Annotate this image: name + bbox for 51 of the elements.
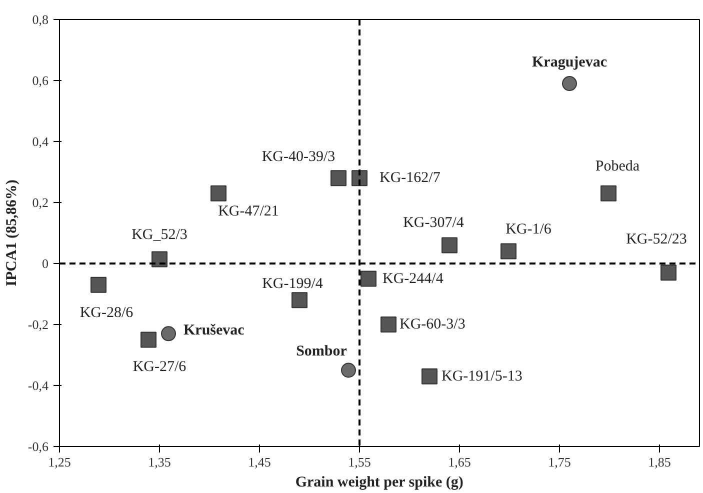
y-tick-label: 0,8: [32, 12, 48, 27]
point: [380, 316, 396, 332]
x-tick-label: 1,85: [648, 454, 671, 470]
y-tick-label: 0,6: [32, 73, 49, 88]
y-tick-label: 0: [42, 256, 48, 271]
x-axis-title: Grain weight per spike (g): [295, 474, 464, 490]
point: [210, 185, 226, 202]
annotation: KG-199/4: [262, 276, 324, 292]
annotation: Sombor: [296, 343, 348, 360]
annotation: Kragujevac: [532, 54, 608, 71]
x-tick-label: 1,75: [548, 454, 571, 470]
y-tick-label: -0,2: [28, 317, 49, 332]
x-tick-label: 1,55: [348, 454, 371, 470]
point: [152, 251, 168, 268]
annotation: KG-307/4: [403, 215, 464, 232]
y-tick-label: -0,6: [28, 439, 49, 454]
annotation: Pobeda: [595, 158, 640, 174]
point: [442, 237, 458, 254]
x-tick-label: 1,25: [48, 454, 71, 470]
y-tick-label: 0,4: [32, 134, 49, 149]
y-tick-label: 0,2: [32, 195, 48, 210]
y-axis-title: IPCA1 (85,86%): [4, 180, 20, 286]
annotation: KG-40-39/3: [262, 149, 336, 166]
point: [161, 326, 176, 342]
y-tick-label: -0,4: [28, 378, 49, 393]
annotation: KG-191/5-13: [442, 368, 522, 384]
annotation: KG-162/7: [380, 170, 441, 186]
x-tick-label: 1,35: [148, 454, 171, 470]
annotation: KG_52/3: [132, 227, 188, 244]
point: [292, 292, 308, 308]
point: [341, 362, 356, 378]
point: [140, 332, 156, 348]
point: [422, 368, 438, 384]
annotation: KG-60-3/3: [400, 316, 466, 332]
annotation: Kruševac: [184, 322, 245, 339]
point: [600, 185, 616, 202]
x-tick-label: 1,65: [448, 454, 471, 470]
annotation: KG-47/21: [218, 203, 279, 220]
point: [562, 76, 577, 92]
point: [90, 276, 106, 293]
point: [500, 243, 516, 260]
point: [352, 170, 368, 186]
annotation: KG-52/23: [626, 232, 687, 248]
annotation: KG-28/6: [80, 304, 134, 321]
annotation: KG-1/6: [506, 221, 552, 238]
annotation: KG-244/4: [382, 270, 444, 287]
x-tick-label: 1,45: [248, 454, 271, 470]
annotation: KG-27/6: [132, 358, 187, 375]
point: [360, 270, 376, 287]
point: [660, 264, 676, 281]
point: [330, 170, 346, 186]
